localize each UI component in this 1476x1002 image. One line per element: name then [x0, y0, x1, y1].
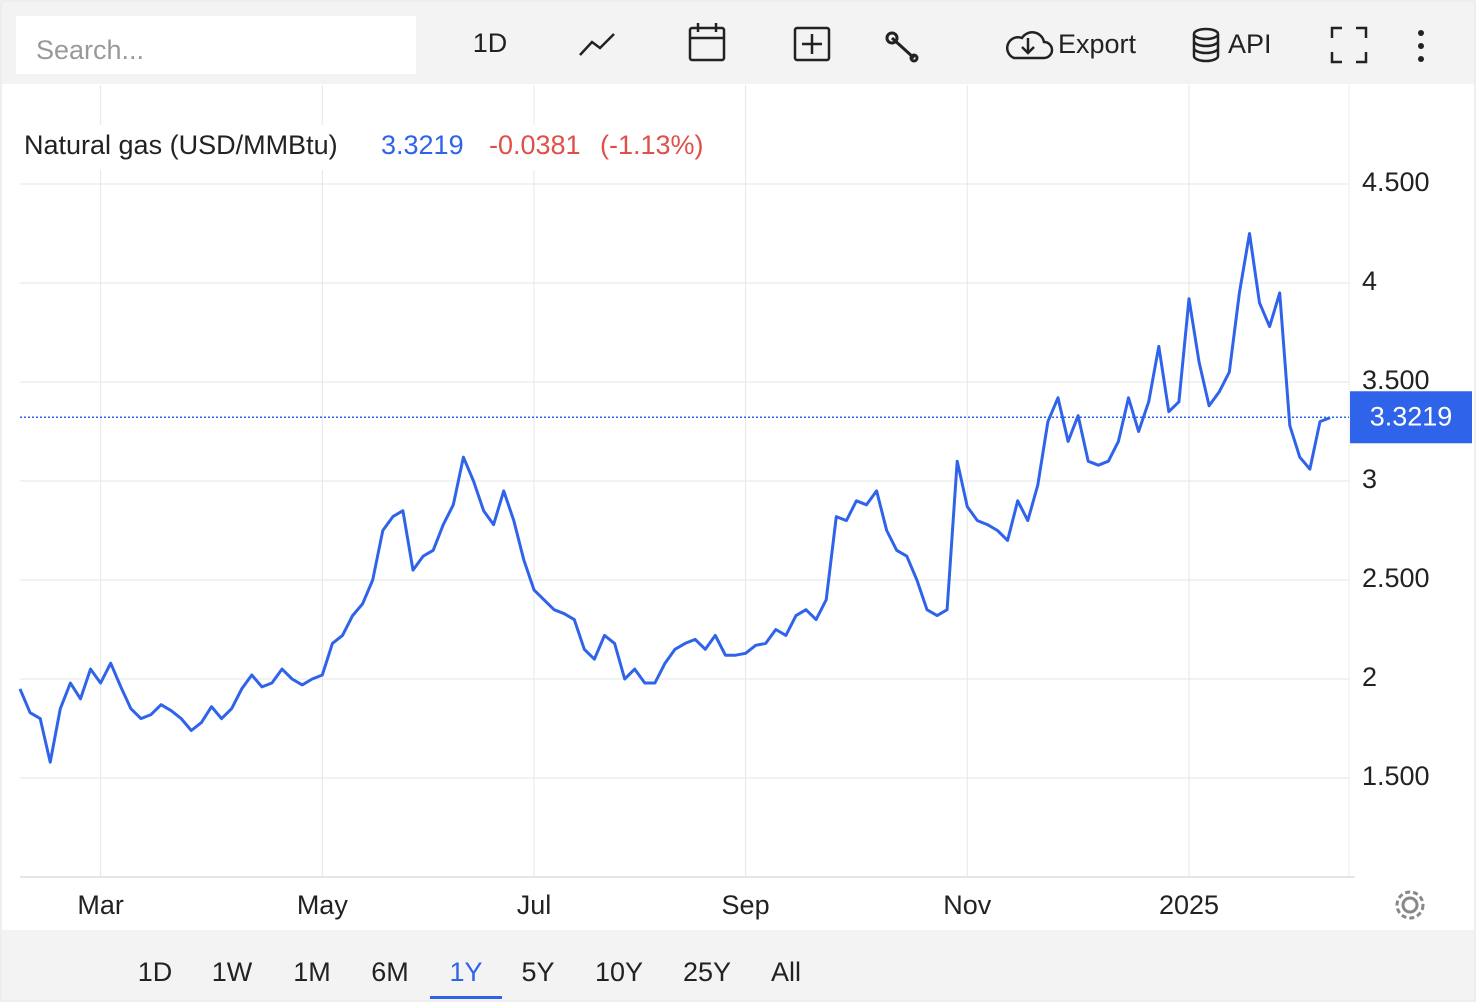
- menu-icon[interactable]: [1418, 30, 1424, 62]
- interval-button[interactable]: 1D: [473, 28, 508, 58]
- price-line: [18, 232, 1331, 764]
- x-tick-label: Sep: [722, 890, 770, 920]
- export-button[interactable]: Export: [1058, 29, 1137, 59]
- plot: 1.500 2 2.500 3 3.500 4 4.500 Mar May Jul Sep Nov 20…: [18, 85, 1472, 920]
- chart-title: Natural gas (USD/MMBtu): [24, 130, 338, 160]
- range-button[interactable]: 10Y: [595, 957, 643, 987]
- last-value-badge: [1350, 391, 1472, 444]
- y-tick-label: 4: [1362, 266, 1377, 296]
- range-button[interactable]: 5Y: [521, 957, 554, 987]
- y-tick-label: 2.500: [1362, 563, 1430, 593]
- export-icon[interactable]: [1005, 31, 1054, 60]
- x-tick-label: Nov: [943, 890, 992, 920]
- x-tick-label: Mar: [77, 890, 124, 920]
- x-tick-label: 2025: [1159, 890, 1219, 920]
- header: Natural gas (USD/MMBtu) 3.3219 -0.0381 (…: [20, 125, 730, 170]
- change: -0.0381: [489, 130, 581, 160]
- x-tick-label: Jul: [517, 890, 552, 920]
- tools-icon[interactable]: [885, 31, 919, 63]
- last-value-badge-label: 3.3219: [1370, 401, 1453, 431]
- y-tick-label: 4.500: [1362, 167, 1430, 197]
- y-tick-label: 3: [1362, 464, 1377, 494]
- search-placeholder: Search...: [36, 35, 144, 65]
- settings-icon[interactable]: [1395, 890, 1425, 920]
- range-button[interactable]: 1W: [212, 957, 253, 987]
- range-button[interactable]: 1Y: [449, 957, 482, 987]
- y-tick-label: 3.500: [1362, 365, 1430, 395]
- range-button[interactable]: 1M: [293, 957, 331, 987]
- search-box[interactable]: [16, 16, 416, 74]
- api-button[interactable]: API: [1228, 29, 1272, 59]
- range-button[interactable]: 6M: [371, 957, 409, 987]
- header-bg: [20, 125, 730, 170]
- calendar-icon[interactable]: [688, 23, 726, 62]
- last-value: 3.3219: [381, 130, 464, 160]
- range-button[interactable]: 1D: [138, 957, 173, 987]
- x-tick-label: May: [297, 890, 349, 920]
- range-bar: [2, 930, 1474, 1000]
- add-icon[interactable]: [793, 26, 831, 62]
- change-percent: (-1.13%): [600, 130, 704, 160]
- chart-type-icon[interactable]: [579, 33, 615, 56]
- api-icon[interactable]: [1192, 27, 1220, 63]
- y-tick-label: 2: [1362, 662, 1377, 692]
- range-button[interactable]: All: [771, 957, 801, 987]
- fullscreen-icon[interactable]: [1330, 26, 1368, 64]
- range-selected-underline: [430, 996, 502, 999]
- range-button[interactable]: 25Y: [683, 957, 731, 987]
- y-tick-label: 1.500: [1362, 761, 1430, 791]
